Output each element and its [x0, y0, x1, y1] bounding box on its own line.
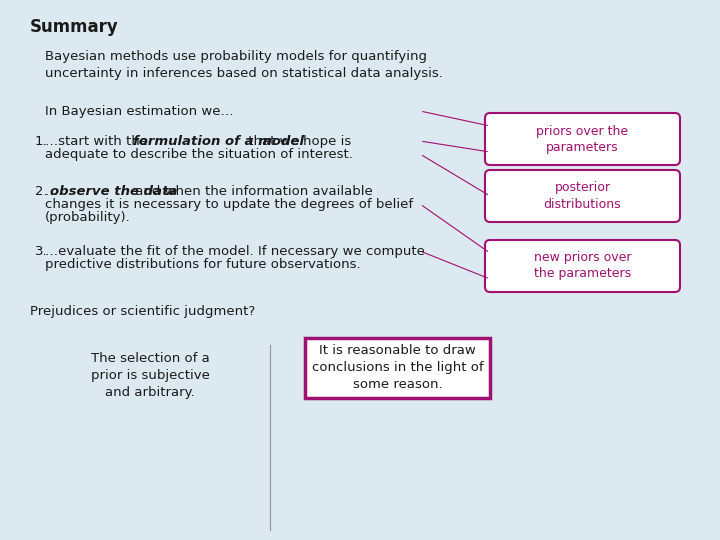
- Text: priors over the
parameters: priors over the parameters: [536, 125, 629, 153]
- FancyBboxPatch shape: [485, 240, 680, 292]
- Text: 3.: 3.: [35, 245, 48, 258]
- Text: formulation of a model: formulation of a model: [133, 135, 304, 148]
- Text: In Bayesian estimation we…: In Bayesian estimation we…: [45, 105, 233, 118]
- Text: new priors over
the parameters: new priors over the parameters: [534, 252, 631, 280]
- Text: adequate to describe the situation of interest.: adequate to describe the situation of in…: [45, 148, 353, 161]
- Text: changes it is necessary to update the degrees of belief: changes it is necessary to update the de…: [45, 198, 413, 211]
- Text: 2.: 2.: [35, 185, 48, 198]
- Text: posterior
distributions: posterior distributions: [544, 181, 621, 211]
- FancyBboxPatch shape: [305, 338, 490, 398]
- FancyBboxPatch shape: [485, 170, 680, 222]
- Text: that we hope is: that we hope is: [244, 135, 351, 148]
- Text: …: …: [45, 185, 58, 198]
- Text: It is reasonable to draw
conclusions in the light of
some reason.: It is reasonable to draw conclusions in …: [312, 345, 483, 391]
- FancyBboxPatch shape: [485, 113, 680, 165]
- Text: …start with the: …start with the: [45, 135, 152, 148]
- Text: …evaluate the fit of the model. If necessary we compute: …evaluate the fit of the model. If neces…: [45, 245, 425, 258]
- Text: (probability).: (probability).: [45, 211, 131, 224]
- Text: Summary: Summary: [30, 18, 119, 36]
- Text: observe the data: observe the data: [50, 185, 178, 198]
- Text: The selection of a
prior is subjective
and arbitrary.: The selection of a prior is subjective a…: [91, 352, 210, 399]
- Text: predictive distributions for future observations.: predictive distributions for future obse…: [45, 258, 361, 271]
- Text: Bayesian methods use probability models for quantifying
uncertainty in inference: Bayesian methods use probability models …: [45, 50, 443, 80]
- Text: 1.: 1.: [35, 135, 48, 148]
- Text: and when the information available: and when the information available: [132, 185, 373, 198]
- Text: Prejudices or scientific judgment?: Prejudices or scientific judgment?: [30, 305, 256, 318]
